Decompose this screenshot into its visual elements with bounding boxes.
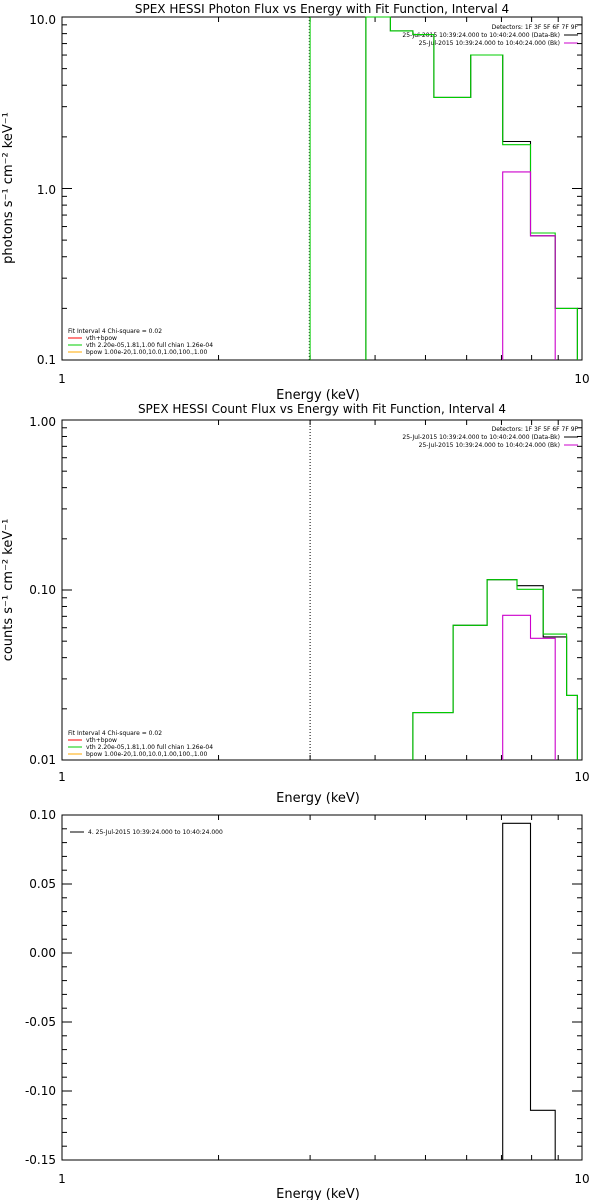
- photon-flux-xtick-10: 10: [574, 372, 589, 386]
- series-vth: [412, 579, 578, 760]
- count-flux-xtick-1: 1: [58, 770, 66, 784]
- photon-flux-ytick-10: 10.0: [29, 13, 56, 27]
- residuals-xlabel: Energy (keV): [276, 1187, 360, 1200]
- residuals-ytick-neg-0-15: -0.15: [25, 1153, 56, 1167]
- photon-flux-ytick-1: 1.0: [37, 183, 56, 197]
- residuals-panel: Energy (keV) 1 10 -0.15 -0.10 -0.05 0.00…: [25, 808, 590, 1200]
- count-flux-detectors-label: Detectors: 1F 3F 5F 6F 7F 9F: [492, 426, 579, 433]
- photon-flux-legend-vth-label: vth 2.20e-05,1.81,1.00 full chian 1.26e-…: [86, 342, 213, 349]
- series-4-25-jul-2015-10-39-24-000-to-: [502, 822, 556, 1160]
- count-flux-legend-data-label: 25-Jul-2015 10:39:24.000 to 10:40:24.000…: [402, 434, 560, 441]
- series-data-bk: [365, 16, 578, 360]
- count-flux-xtick-10: 10: [574, 770, 589, 784]
- photon-flux-fit-info: Fit Interval 4 Chi-square = 0.02: [68, 328, 162, 335]
- residuals-ytick-neg-0-05: -0.05: [25, 1015, 56, 1029]
- photon-flux-xlabel: Energy (keV): [276, 388, 360, 403]
- count-flux-ytick-0-01: 0.01: [29, 753, 56, 767]
- photon-flux-legend-bottom: Fit Interval 4 Chi-square = 0.02 vth+bpo…: [68, 328, 213, 356]
- residuals-xtick-10: 10: [574, 1172, 589, 1186]
- series-bk: [502, 614, 556, 760]
- count-flux-ytick-1-00: 1.00: [29, 415, 56, 429]
- count-flux-legend-bpow-label: bpow 1.00e-20,1.00,10.0,1.00,100.,1.00: [86, 751, 207, 758]
- photon-flux-ylabel: photons s⁻¹ cm⁻² keV⁻¹: [1, 112, 16, 264]
- residuals-plot-frame: [61, 814, 583, 1161]
- count-flux-ytick-0-10: 0.10: [29, 583, 56, 597]
- photon-flux-xtick-1: 1: [58, 372, 66, 386]
- residuals-ytick-0-10: 0.10: [29, 808, 56, 822]
- count-flux-panel: SPEX HESSI Count Flux vs Energy with Fit…: [1, 402, 590, 806]
- photon-flux-legend-bpow-label: bpow 1.00e-20,1.00,10.0,1.00,100.,1.00: [86, 349, 207, 356]
- chart-marks: [62, 16, 582, 1161]
- count-flux-legend-bottom: Fit Interval 4 Chi-square = 0.02 vth+bpo…: [68, 730, 213, 758]
- count-flux-plot-frame: [61, 419, 583, 761]
- residuals-xtick-1: 1: [58, 1172, 66, 1186]
- series-vth: [365, 16, 578, 360]
- residuals-ytick-0-05: 0.05: [29, 877, 56, 891]
- photon-flux-title: SPEX HESSI Photon Flux vs Energy with Fi…: [135, 2, 509, 16]
- count-flux-ylabel: counts s⁻¹ cm⁻² keV⁻¹: [1, 519, 16, 662]
- series-data-bk: [412, 579, 578, 760]
- photon-flux-legend-total-label: vth+bpow: [86, 335, 117, 342]
- count-flux-legend-vth-label: vth 2.20e-05,1.81,1.00 full chian 1.26e-…: [86, 744, 213, 751]
- residuals-ytick-0-00: 0.00: [29, 946, 56, 960]
- photon-flux-plot-frame: [61, 16, 583, 361]
- photon-flux-detectors-label: Detectors: 1F 3F 5F 6F 7F 9F: [492, 24, 579, 31]
- photon-flux-ytick-0-1: 0.1: [37, 353, 56, 367]
- photon-flux-panel: SPEX HESSI Photon Flux vs Energy with Fi…: [1, 2, 590, 403]
- count-flux-fit-info: Fit Interval 4 Chi-square = 0.02: [68, 730, 162, 737]
- photon-flux-legend-top: Detectors: 1F 3F 5F 6F 7F 9F 25-Jul-2015…: [402, 24, 578, 47]
- count-flux-legend-top: Detectors: 1F 3F 5F 6F 7F 9F 25-Jul-2015…: [402, 426, 578, 449]
- count-flux-title: SPEX HESSI Count Flux vs Energy with Fit…: [138, 402, 506, 416]
- residuals-ytick-neg-0-10: -0.10: [25, 1084, 56, 1098]
- residuals-legend-label: 4. 25-Jul-2015 10:39:24.000 to 10:40:24.…: [88, 829, 223, 836]
- count-flux-legend-bk-label: 25-Jul-2015 10:39:24.000 to 10:40:24.000…: [419, 442, 560, 449]
- count-flux-legend-total-label: vth+bpow: [86, 737, 117, 744]
- count-flux-xlabel: Energy (keV): [276, 791, 360, 806]
- photon-flux-legend-data-label: 25-Jul-2015 10:39:24.000 to 10:40:24.000…: [402, 32, 560, 39]
- photon-flux-legend-bk-label: 25-Jul-2015 10:39:24.000 to 10:40:24.000…: [419, 40, 560, 47]
- series-bk: [502, 171, 556, 360]
